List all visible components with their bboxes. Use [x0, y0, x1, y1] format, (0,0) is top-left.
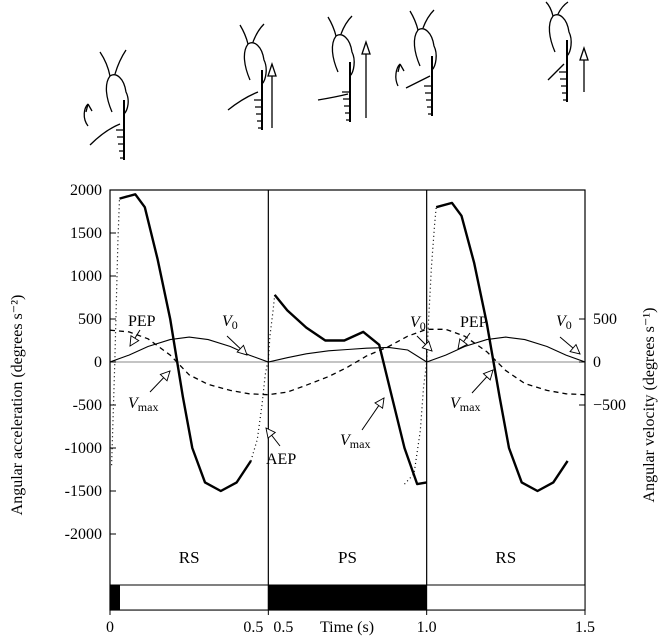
x-tick-label-2: 0.5 — [243, 619, 263, 636]
phase-label-rs-1: RS — [179, 548, 200, 567]
annotation-aep: AEP — [266, 451, 296, 468]
y-axis-left-label: Angular acceleration (degrees s⁻²) — [9, 295, 26, 516]
annotation-vmax-3: Vmax — [450, 395, 480, 414]
series-thick-2 — [273, 294, 427, 486]
series-thick-3 — [435, 201, 569, 493]
plot-frame — [109, 189, 586, 611]
annotation-vmax-2: Vmax — [340, 432, 370, 451]
annotation-pep-2-arrow — [458, 332, 471, 349]
series-dashed-6 — [110, 328, 585, 396]
crayfish-illustration-5 — [545, 1, 589, 102]
crayfish-illustration-1 — [83, 49, 129, 160]
annotation-pep-1-arrow — [130, 329, 141, 346]
y-axis-right-label: Angular velocity (degrees s⁻¹) — [641, 308, 658, 503]
y-left-tick-label-5: 0 — [94, 354, 102, 371]
annotation-vmax-1-arrow — [149, 371, 170, 393]
series-thick-1 — [119, 193, 252, 493]
x-tick-label-4: 1.0 — [417, 619, 437, 636]
annotation-v0-2: V0 — [410, 314, 426, 333]
y-left-tick-label-9: -2000 — [65, 526, 102, 543]
annotations: PEP V0 Vmax AEP V0 Vmax PEP V0 Vmax — [128, 313, 580, 468]
y-left-tick-label-6: -500 — [73, 397, 102, 414]
stance-bar-segment-4 — [426, 584, 586, 611]
annotation-aep-arrow — [266, 428, 281, 447]
phase-label-rs-2: RS — [495, 548, 516, 567]
stance-bar-segment-2 — [119, 584, 269, 611]
x-tick-label-5: 1.5 — [575, 619, 595, 636]
series-dotted-part-2 — [250, 294, 276, 462]
crayfish-illustration-3 — [317, 15, 371, 122]
annotation-vmax-1: Vmax — [128, 395, 158, 414]
annotation-v0-3-arrow — [559, 336, 580, 354]
x-tick-label-1: 0 — [106, 619, 114, 636]
y-right-tick-label-1: 500 — [593, 311, 617, 328]
y-right-tick-label-3: −500 — [593, 397, 626, 414]
stance-bar-segment-1 — [109, 584, 120, 611]
stance-bar-segment-3 — [267, 584, 428, 611]
annotation-pep-1: PEP — [128, 313, 156, 330]
y-right-tick-label-2: 0 — [593, 354, 601, 371]
series-thin-5 — [110, 336, 585, 363]
annotation-v0-1-arrow — [226, 335, 247, 355]
annotation-v0-3: V0 — [556, 313, 572, 332]
phase-label-ps: PS — [338, 548, 357, 567]
annotation-v0-2-arrow — [416, 335, 432, 351]
y-left-tick-label-2: 1500 — [70, 225, 102, 242]
annotation-vmax-2-arrow — [361, 398, 384, 431]
crayfish-illustration-4 — [395, 9, 437, 116]
x-tick-label-3: 0.5 — [273, 619, 293, 636]
y-left-tick-label-4: 500 — [78, 311, 102, 328]
crayfish-illustration-2 — [227, 23, 277, 130]
annotation-v0-1: V0 — [222, 313, 238, 332]
series-dotted-part-1 — [111, 198, 121, 466]
annotation-pep-2: PEP — [460, 314, 488, 331]
series-dotted-part-3 — [404, 207, 437, 485]
stance-bar — [109, 584, 586, 611]
x-axis-label: Time (s) — [320, 619, 374, 636]
y-left-tick-label-8: -1500 — [65, 483, 102, 500]
y-left-tick-label-7: -1000 — [65, 440, 102, 457]
y-left-tick-label-3: 1000 — [70, 268, 102, 285]
annotation-vmax-3-arrow — [471, 370, 493, 394]
y-left-tick-label-1: 2000 — [70, 182, 102, 199]
